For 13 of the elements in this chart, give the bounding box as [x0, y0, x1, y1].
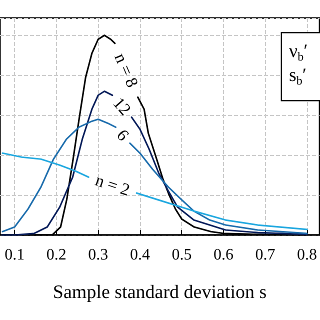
text: 12 [109, 94, 135, 119]
x-tick-label: 0.2 [46, 246, 66, 264]
x-tick-label: 0.5 [172, 246, 192, 264]
text: 6 [112, 126, 133, 145]
text: n = 8 [110, 50, 142, 90]
x-tick-label: 0.3 [88, 246, 108, 264]
x-tick-label: 0.6 [213, 246, 234, 264]
text: n = 2 [92, 170, 132, 200]
x-tick-label: 0.1 [4, 246, 25, 264]
x-tick-label: 0.4 [130, 246, 150, 264]
x-axis-title: Sample standard deviation s [52, 282, 267, 303]
x-tick-label: 0.7 [255, 246, 276, 264]
x-tick-label: 0.8 [297, 246, 318, 264]
